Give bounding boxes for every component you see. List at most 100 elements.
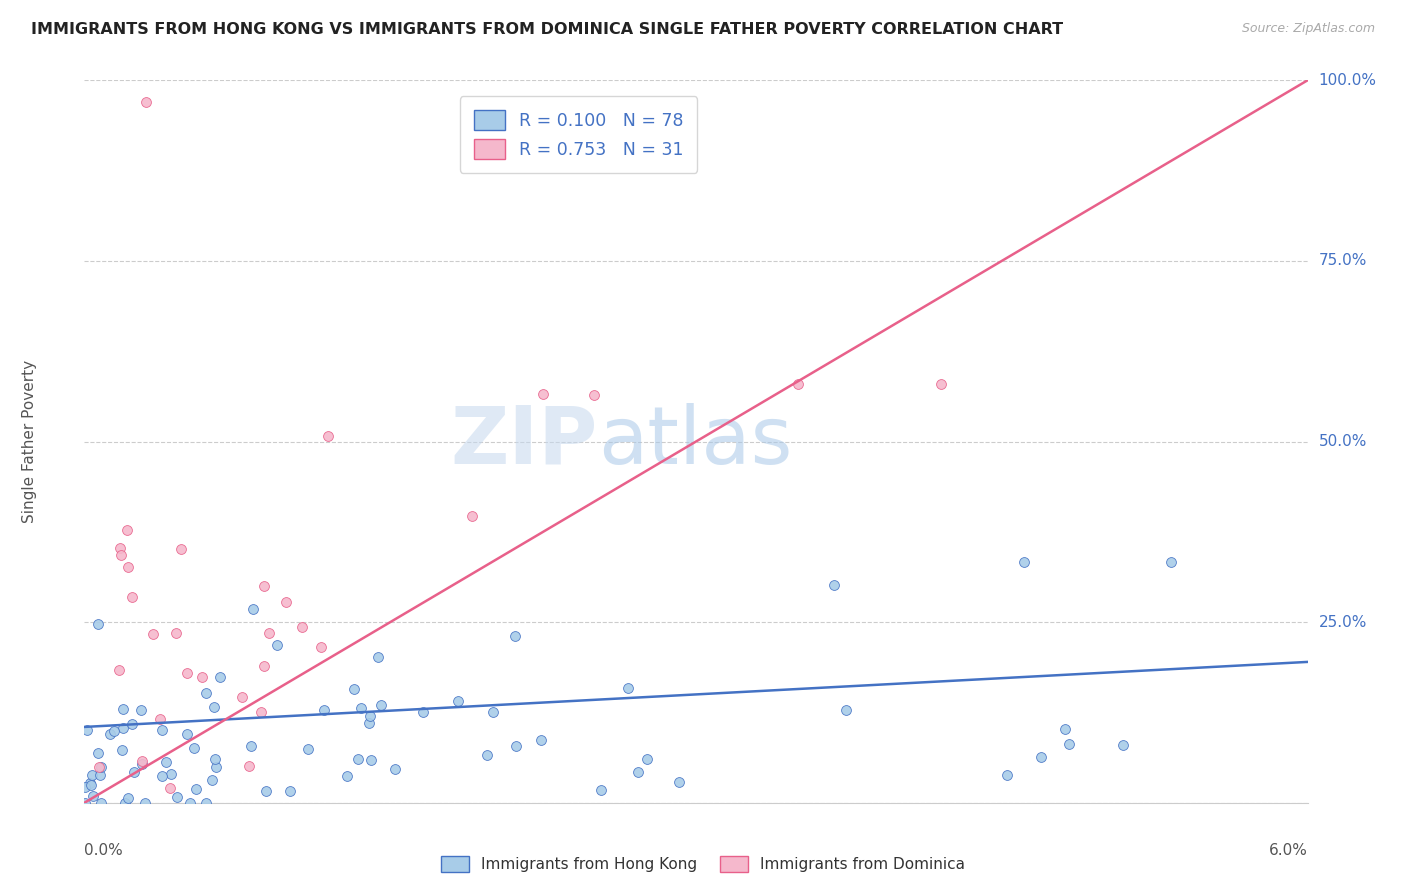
Point [278, 784, 301, 798]
Point [349, 700, 371, 714]
Point [170, 541, 193, 556]
Point [90, 796, 112, 810]
Point [90, 760, 112, 774]
Point [110, 743, 132, 757]
Point [194, 686, 217, 700]
Point [115, 523, 138, 537]
Point [591, 783, 613, 797]
Point [531, 386, 554, 401]
Point [477, 748, 499, 763]
Text: 6.0%: 6.0% [1268, 843, 1308, 857]
Point [121, 717, 143, 731]
Point [266, 639, 288, 653]
Point [131, 755, 153, 769]
Point [179, 796, 201, 810]
Point [201, 772, 224, 787]
Point [367, 650, 389, 665]
Point [384, 763, 406, 777]
Point [1057, 737, 1080, 751]
Point [112, 722, 135, 736]
Point [87, 616, 110, 631]
Point [150, 769, 173, 783]
Point [929, 376, 952, 391]
Point [312, 703, 335, 717]
Point [76, 723, 98, 737]
Point [1054, 722, 1077, 736]
Point [124, 765, 146, 780]
Point [110, 548, 132, 562]
Point [505, 739, 527, 753]
Point [166, 789, 188, 804]
Point [1014, 555, 1036, 569]
Point [131, 756, 153, 771]
Point [309, 640, 332, 654]
Point [75, 780, 97, 794]
Point [360, 753, 382, 767]
Point [176, 727, 198, 741]
Point [242, 602, 264, 616]
Point [160, 767, 183, 781]
Point [342, 682, 364, 697]
Point [117, 559, 139, 574]
Point [276, 595, 298, 609]
Point [297, 742, 319, 756]
Point [114, 796, 136, 810]
Point [240, 739, 263, 753]
Point [204, 751, 226, 765]
Point [583, 388, 606, 402]
Point [191, 670, 214, 684]
Point [835, 703, 858, 717]
Text: 100.0%: 100.0% [1319, 73, 1376, 87]
Point [75, 796, 97, 810]
Point [103, 724, 125, 739]
Point [231, 690, 253, 705]
Point [165, 626, 187, 640]
Point [98, 727, 121, 741]
Point [117, 791, 139, 805]
Point [149, 712, 172, 726]
Point [347, 752, 370, 766]
Point [112, 702, 135, 716]
Point [359, 709, 381, 723]
Point [155, 755, 177, 769]
Point [159, 781, 181, 796]
Point [412, 706, 434, 720]
Text: ZIP: ZIP [451, 402, 598, 481]
Text: 50.0%: 50.0% [1319, 434, 1367, 449]
Point [627, 765, 650, 780]
Point [184, 782, 207, 797]
Point [89, 768, 111, 782]
Point [995, 768, 1018, 782]
Point [134, 796, 156, 810]
Point [183, 741, 205, 756]
Point [787, 376, 810, 391]
Point [209, 670, 232, 684]
Point [359, 716, 381, 731]
Point [142, 627, 165, 641]
Point [617, 681, 640, 695]
Point [250, 706, 273, 720]
Point [80, 778, 103, 792]
Point [823, 578, 845, 592]
Text: 0.0%: 0.0% [84, 843, 124, 857]
Text: Single Father Poverty: Single Father Poverty [22, 360, 37, 523]
Point [176, 666, 198, 681]
Point [135, 95, 157, 109]
Text: 25.0%: 25.0% [1319, 615, 1367, 630]
Point [205, 760, 228, 774]
Point [82, 767, 104, 781]
Point [82, 789, 104, 804]
Point [86, 746, 108, 760]
Point [121, 591, 143, 605]
Point [1111, 738, 1133, 752]
Point [370, 698, 392, 712]
Point [254, 783, 277, 797]
Legend: Immigrants from Hong Kong, Immigrants from Dominica: Immigrants from Hong Kong, Immigrants fr… [433, 848, 973, 880]
Point [316, 429, 339, 443]
Point [336, 770, 359, 784]
Point [150, 723, 173, 737]
Point [107, 663, 129, 677]
Point [202, 699, 225, 714]
Text: atlas: atlas [598, 402, 793, 481]
Point [530, 733, 553, 747]
